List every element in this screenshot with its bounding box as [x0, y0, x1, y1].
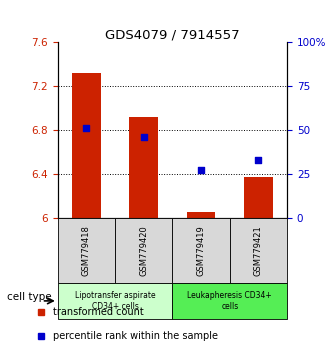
- Text: Leukapheresis CD34+
cells: Leukapheresis CD34+ cells: [187, 291, 272, 310]
- Text: percentile rank within the sample: percentile rank within the sample: [53, 331, 218, 341]
- Bar: [58, 283, 172, 319]
- Title: GDS4079 / 7914557: GDS4079 / 7914557: [105, 28, 240, 41]
- Text: GSM779420: GSM779420: [139, 225, 148, 276]
- Point: [256, 157, 261, 163]
- Point: [198, 167, 204, 173]
- Bar: [172, 283, 287, 319]
- Bar: [172, 218, 230, 283]
- Point: [141, 134, 147, 140]
- Bar: [129, 117, 158, 218]
- Bar: [58, 218, 115, 283]
- Bar: [244, 177, 273, 218]
- Text: GSM779418: GSM779418: [82, 225, 91, 276]
- Bar: [187, 212, 215, 218]
- Bar: [115, 218, 172, 283]
- Text: GSM779419: GSM779419: [197, 225, 206, 276]
- Bar: [230, 218, 287, 283]
- Point: [84, 126, 89, 131]
- Text: GSM779421: GSM779421: [254, 225, 263, 276]
- Text: cell type: cell type: [7, 292, 51, 302]
- Bar: [72, 73, 101, 218]
- Text: Lipotransfer aspirate
CD34+ cells: Lipotransfer aspirate CD34+ cells: [75, 291, 155, 310]
- Text: transformed count: transformed count: [53, 307, 144, 317]
